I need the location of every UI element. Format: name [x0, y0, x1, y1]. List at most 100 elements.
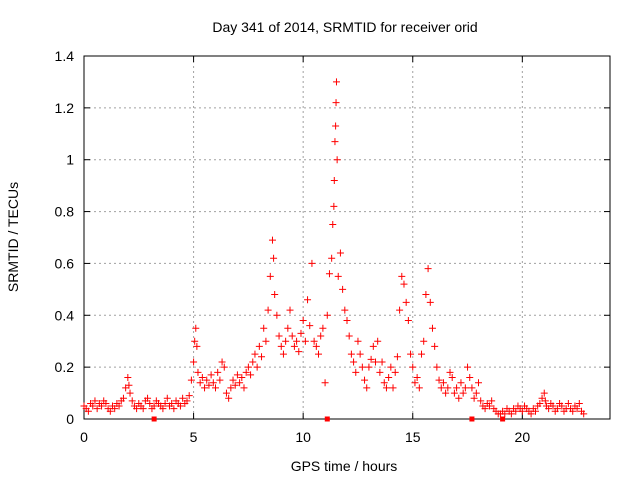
- data-point: [573, 405, 581, 413]
- data-point: [330, 176, 338, 184]
- data-point: [244, 363, 252, 371]
- data-point: [418, 350, 426, 358]
- data-point: [212, 384, 219, 392]
- data-point: [385, 374, 393, 382]
- data-point: [106, 407, 114, 415]
- data-point: [461, 384, 469, 392]
- data-point: [334, 272, 342, 280]
- data-point: [354, 337, 362, 345]
- data-point: [159, 405, 167, 413]
- data-point: [339, 285, 347, 293]
- data-point: [365, 363, 373, 371]
- data-point: [446, 368, 454, 376]
- data-point: [262, 337, 270, 345]
- data-point: [229, 376, 237, 384]
- data-point: [336, 249, 344, 257]
- data-point: [363, 384, 371, 392]
- data-point: [329, 221, 337, 229]
- data-point: [93, 405, 101, 413]
- data-point: [236, 379, 244, 387]
- data-point: [464, 363, 472, 371]
- data-point: [317, 332, 325, 340]
- data-point: [393, 353, 401, 361]
- data-point: [268, 236, 276, 244]
- data-point: [453, 384, 461, 392]
- data-point: [569, 407, 577, 415]
- data-point: [437, 384, 445, 392]
- zero-marker: [324, 416, 330, 422]
- data-point: [98, 402, 106, 410]
- data-point: [404, 316, 412, 324]
- data-point: [253, 363, 261, 371]
- chart-title: Day 341 of 2014, SRMTID for receiver ori…: [212, 19, 477, 35]
- x-tick-label: 10: [295, 429, 311, 445]
- data-point: [575, 399, 583, 407]
- data-point: [332, 122, 340, 130]
- y-tick-label: 0.2: [55, 359, 75, 375]
- data-point: [545, 405, 553, 413]
- data-point: [185, 392, 193, 400]
- x-tick-label: 15: [405, 429, 421, 445]
- data-point: [288, 332, 296, 340]
- data-point: [518, 407, 526, 415]
- data-point: [111, 405, 119, 413]
- data-point: [501, 410, 509, 418]
- y-tick-label: 1: [66, 152, 74, 168]
- data-point: [216, 376, 224, 384]
- data-point: [222, 389, 230, 397]
- data-point: [124, 374, 132, 382]
- data-point: [279, 350, 287, 358]
- data-point: [352, 368, 360, 376]
- data-point: [198, 374, 206, 382]
- data-point: [89, 402, 97, 410]
- data-point: [356, 350, 364, 358]
- plot-frame: [83, 55, 611, 420]
- data-point: [428, 324, 436, 332]
- data-point: [472, 389, 480, 397]
- zero-marker: [151, 416, 157, 422]
- data-point: [369, 342, 377, 350]
- data-point: [193, 342, 201, 350]
- data-point: [312, 342, 320, 350]
- data-point: [295, 348, 303, 356]
- data-point: [290, 342, 298, 350]
- data-point: [376, 368, 384, 376]
- data-point: [315, 350, 323, 358]
- data-point: [507, 410, 515, 418]
- data-point: [433, 363, 441, 371]
- data-point: [540, 389, 548, 397]
- data-point: [411, 379, 419, 387]
- data-point: [251, 350, 259, 358]
- data-point: [378, 358, 386, 366]
- data-point: [549, 402, 557, 410]
- data-point: [242, 368, 250, 376]
- data-point: [422, 291, 430, 299]
- data-point: [264, 306, 272, 314]
- data-point: [455, 394, 463, 402]
- data-point: [304, 296, 312, 304]
- data-point: [255, 342, 263, 350]
- data-point: [426, 298, 434, 306]
- data-point: [459, 389, 467, 397]
- data-point: [146, 399, 154, 407]
- data-point: [128, 397, 136, 405]
- data-point: [321, 379, 329, 387]
- data-point: [286, 306, 294, 314]
- data-point: [247, 371, 255, 379]
- data-point: [126, 389, 134, 397]
- data-point: [389, 384, 397, 392]
- x-tick-label: 5: [190, 429, 198, 445]
- data-point: [325, 270, 333, 278]
- data-point: [284, 324, 292, 332]
- data-point: [310, 337, 318, 345]
- data-point: [161, 399, 169, 407]
- data-point: [191, 337, 199, 345]
- data-point: [527, 410, 535, 418]
- data-point: [270, 254, 278, 262]
- data-point: [125, 381, 133, 389]
- data-point: [266, 272, 274, 280]
- x-tick-label: 0: [80, 429, 88, 445]
- axis-ticks: 0 0.2 0.4 0.6 0.8 1 1.2 1.4 0 5 10 15 20: [55, 48, 610, 445]
- data-point: [297, 329, 305, 337]
- y-tick-label: 1.4: [55, 48, 75, 64]
